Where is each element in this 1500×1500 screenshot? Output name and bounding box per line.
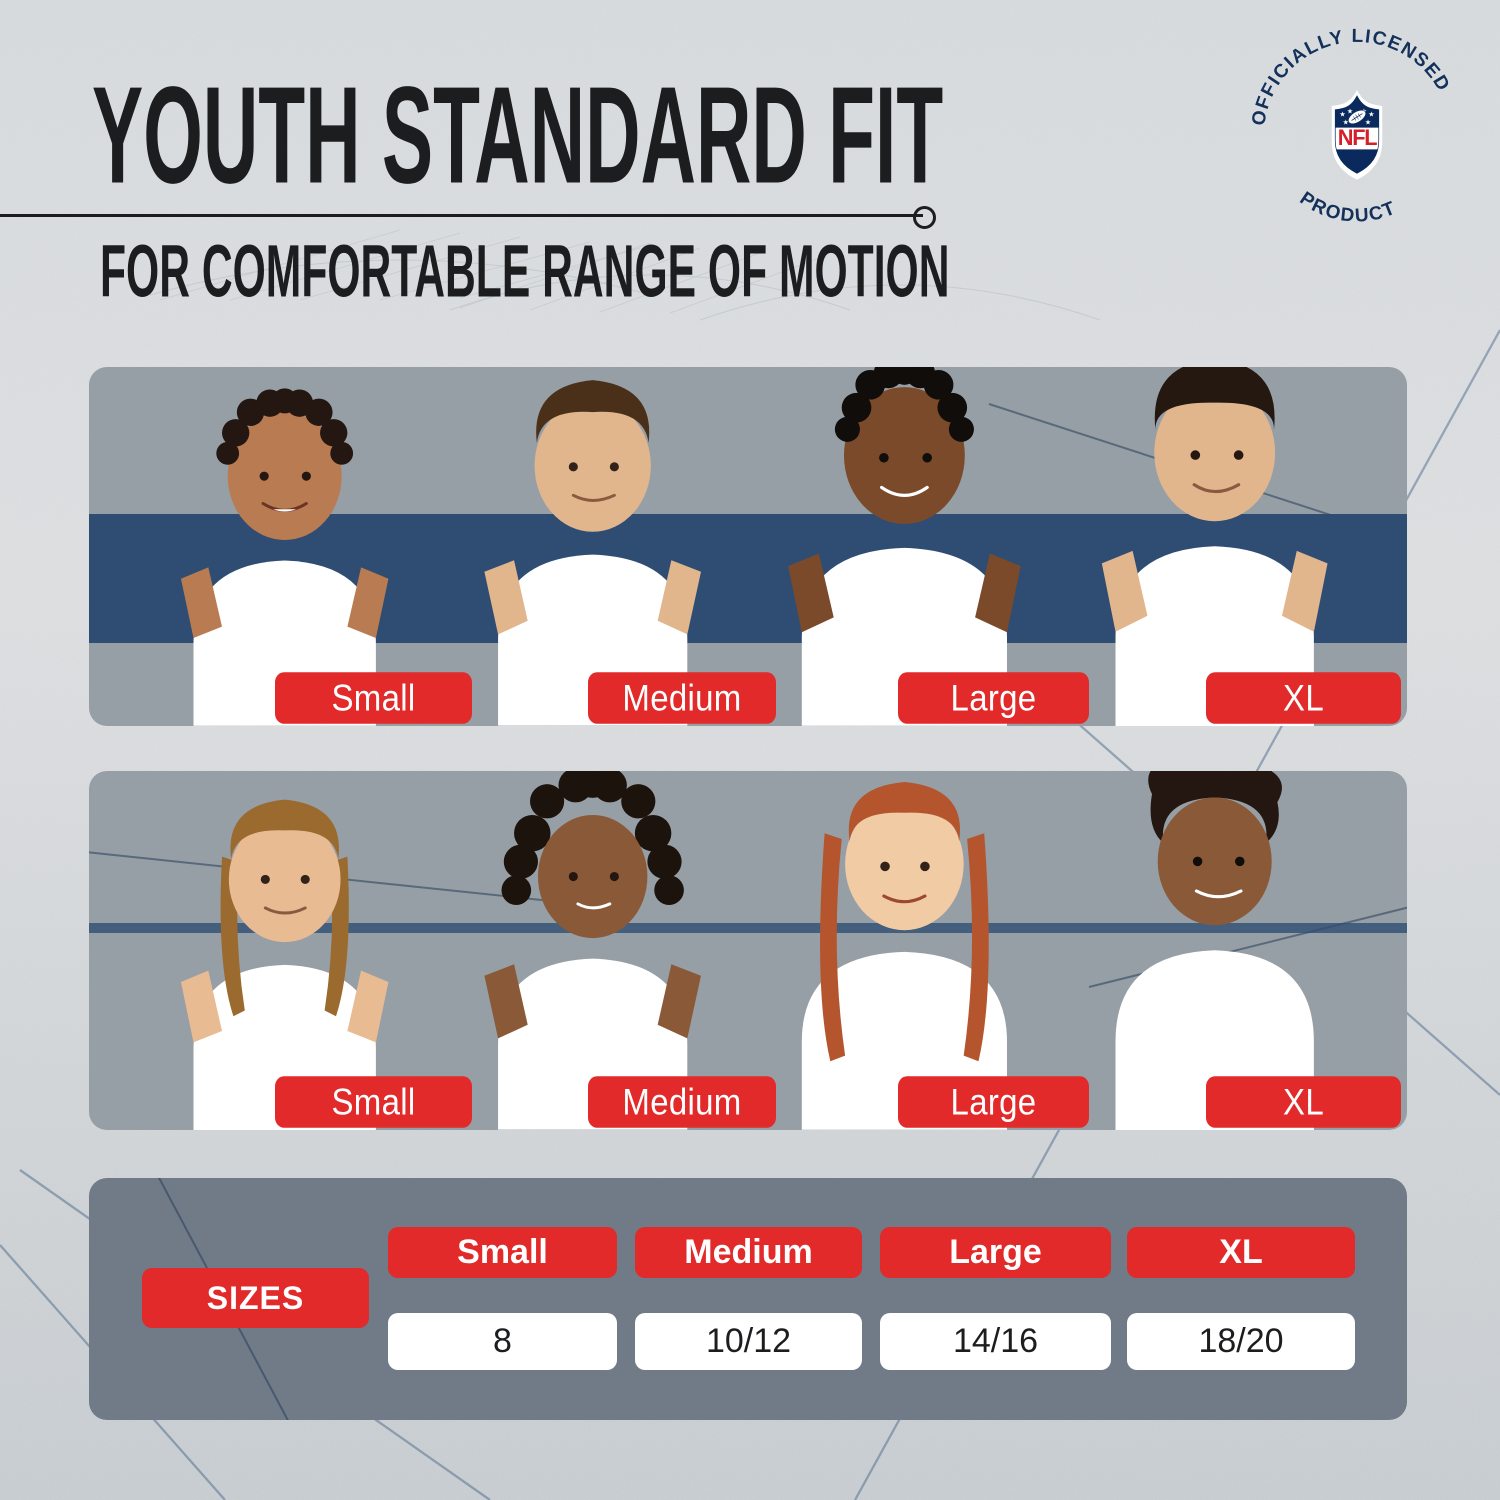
- svg-text:NFL: NFL: [1338, 125, 1377, 150]
- svg-text:PRODUCT: PRODUCT: [1296, 188, 1400, 227]
- svg-text:★: ★: [1368, 111, 1374, 119]
- svg-text:★: ★: [1339, 111, 1345, 119]
